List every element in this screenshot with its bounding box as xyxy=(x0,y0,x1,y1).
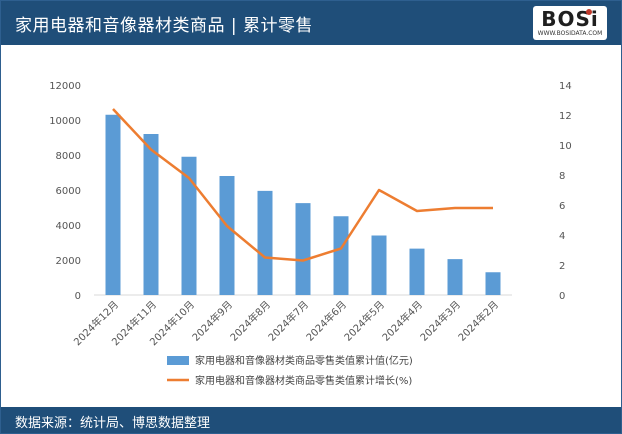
right-tick-label: 0 xyxy=(559,291,565,302)
left-tick-label: 12000 xyxy=(49,81,81,92)
bar xyxy=(485,272,501,295)
right-tick-label: 14 xyxy=(559,81,572,92)
bar xyxy=(371,235,387,295)
left-tick-label: 6000 xyxy=(56,186,81,197)
right-axis: 0 2 4 6 8 10 12 14 xyxy=(559,81,572,302)
data-source: 数据来源：统计局、博思数据整理 xyxy=(15,416,211,431)
left-tick-label: 10000 xyxy=(49,116,81,127)
legend-line-label: 家用电器和音像器材类商品零售类值累计增长(%) xyxy=(195,374,412,387)
left-tick-label: 0 xyxy=(75,291,81,302)
bar-series xyxy=(105,114,501,295)
bosi-logo: BOSi WWW.BOSIDATA.COM xyxy=(533,6,607,40)
right-tick-label: 4 xyxy=(559,231,565,242)
x-tick-label: 2024年2月 xyxy=(455,298,501,344)
bar xyxy=(447,259,463,295)
bar xyxy=(333,216,349,295)
left-tick-label: 4000 xyxy=(56,221,81,232)
right-tick-label: 2 xyxy=(559,261,565,272)
bar xyxy=(105,114,121,295)
left-tick-label: 8000 xyxy=(56,151,81,162)
bar xyxy=(181,156,197,295)
right-tick-label: 6 xyxy=(559,201,565,212)
bar xyxy=(295,203,311,295)
logo-subtext: WWW.BOSIDATA.COM xyxy=(537,30,603,37)
left-axis: 0 2000 4000 6000 8000 10000 12000 xyxy=(49,81,81,302)
legend-bar-swatch xyxy=(167,356,189,365)
right-tick-label: 10 xyxy=(559,141,572,152)
x-axis: 2024年12月2024年11月2024年10月2024年9月2024年8月20… xyxy=(71,298,501,348)
bar xyxy=(257,190,273,295)
right-tick-label: 12 xyxy=(559,111,572,122)
bar xyxy=(143,134,159,295)
growth-line xyxy=(112,108,493,262)
bar xyxy=(219,176,235,295)
bar xyxy=(409,248,425,295)
legend: 家用电器和音像器材类商品零售类值累计值(亿元) 家用电器和音像器材类商品零售类值… xyxy=(167,354,413,387)
legend-bar-label: 家用电器和音像器材类商品零售类值累计值(亿元) xyxy=(195,354,413,367)
header-bar: 家用电器和音像器材类商品 | 累计零售 BOSi WWW.BOSIDATA.CO… xyxy=(1,1,621,45)
left-tick-label: 2000 xyxy=(56,256,81,267)
chart-title: 家用电器和音像器材类商品 | 累计零售 xyxy=(15,16,314,36)
footer-bar: 数据来源：统计局、博思数据整理 xyxy=(1,407,621,433)
right-tick-label: 8 xyxy=(559,171,565,182)
logo-dot-icon xyxy=(586,9,592,15)
